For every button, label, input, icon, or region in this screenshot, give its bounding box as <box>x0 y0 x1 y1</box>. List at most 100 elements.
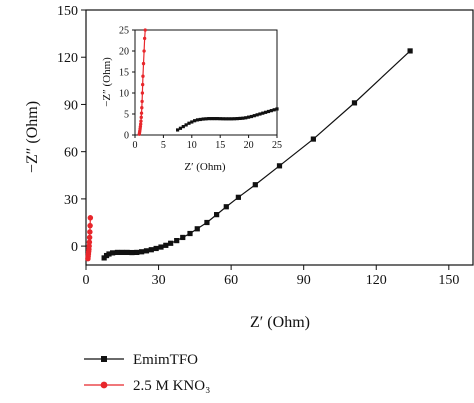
main-x-tick-label-5: 150 <box>438 273 459 288</box>
inset-point-emimtfo-10 <box>204 117 208 121</box>
inset-point-emimtfo-8 <box>198 117 202 122</box>
main-point-emimtfo-22 <box>223 204 229 210</box>
legend-label-kno3: 2.5 M KNO₃ <box>133 378 210 394</box>
inset-point-kno3-15 <box>142 49 146 53</box>
main-y-tick-label-4: 120 <box>57 51 78 66</box>
inset-x-tick-label-0: 0 <box>133 140 138 151</box>
main-point-emimtfo-9 <box>139 249 145 255</box>
main-point-emimtfo-5 <box>119 249 125 256</box>
main-point-emimtfo-19 <box>194 226 200 232</box>
legend-entry-emimtfo: EmimTFO <box>84 352 198 368</box>
main-point-emimtfo-24 <box>252 182 258 188</box>
main-point-kno3-10 <box>87 215 94 221</box>
inset-point-emimtfo-28 <box>255 113 259 117</box>
inset-point-emimtfo-11 <box>207 117 211 121</box>
legend-label-emimtfo: EmimTFO <box>133 352 198 368</box>
x-axis-label: Z′ (Ohm) <box>250 314 310 331</box>
main-point-emimtfo-17 <box>180 234 186 241</box>
main-point-kno3-6 <box>86 239 93 245</box>
inset-point-emimtfo-22 <box>238 116 242 121</box>
main-x-tick-label-4: 120 <box>366 273 387 288</box>
main-point-kno3-7 <box>86 234 93 241</box>
inset-point-emimtfo-20 <box>232 117 236 121</box>
main-point-emimtfo-3 <box>110 250 116 256</box>
inset-point-emimtfo-30 <box>261 111 265 115</box>
inset-point-emimtfo-29 <box>258 112 262 116</box>
main-y-tick-label-5: 150 <box>57 4 78 19</box>
inset-point-emimtfo-1 <box>178 126 183 130</box>
y-axis-label: −Z″ (Ohm) <box>24 101 41 173</box>
inset-point-emimtfo-25 <box>247 115 251 119</box>
inset-y-tick-label-3: 15 <box>119 68 129 79</box>
inset-point-emimtfo-14 <box>215 117 219 121</box>
inset-point-kno3-9 <box>140 106 144 110</box>
inset-point-emimtfo-35 <box>275 107 279 111</box>
inset-point-kno3-11 <box>140 91 145 95</box>
main-point-emimtfo-18 <box>187 230 193 237</box>
inset-x-tick-label-4: 20 <box>244 140 254 151</box>
inset-point-emimtfo-0 <box>176 128 180 132</box>
main-point-emimtfo-20 <box>204 219 210 226</box>
main-point-emimtfo-15 <box>168 240 174 246</box>
inset-point-emimtfo-21 <box>235 117 239 121</box>
main-point-kno3-5 <box>86 243 92 249</box>
inset-series-layer <box>137 28 279 136</box>
inset-y-tick-label-1: 5 <box>124 110 129 121</box>
inset-point-emimtfo-32 <box>266 109 271 114</box>
inset-y-tick-label-2: 10 <box>119 89 129 100</box>
inset-x-tick-label-5: 25 <box>272 140 282 151</box>
main-plot-frame <box>85 9 474 266</box>
main-point-emimtfo-2 <box>106 251 112 257</box>
main-point-emimtfo-6 <box>124 249 130 256</box>
inset-point-emimtfo-27 <box>252 114 256 118</box>
main-y-tick-label-3: 90 <box>64 98 78 113</box>
main-point-emimtfo-16 <box>174 238 180 244</box>
inset-point-kno3-14 <box>141 61 146 66</box>
main-point-emimtfo-21 <box>214 212 220 218</box>
inset-point-kno3-8 <box>139 111 144 115</box>
main-series-layer <box>85 48 413 262</box>
main-point-kno3-8 <box>87 229 93 235</box>
inset-point-emimtfo-31 <box>264 110 268 114</box>
legend-marker-emimtfo <box>101 356 107 362</box>
main-point-emimtfo-28 <box>407 48 413 54</box>
main-y-tick-label-0: 0 <box>71 240 78 255</box>
inset-point-emimtfo-23 <box>241 116 245 120</box>
inset-series-kno3 <box>137 28 147 136</box>
main-x-tick-label-3: 90 <box>297 273 311 288</box>
legend-marker-kno3 <box>100 381 108 389</box>
inset-point-emimtfo-33 <box>269 109 273 113</box>
main-point-emimtfo-27 <box>351 100 358 106</box>
inset-y-tick-label-5: 25 <box>119 26 129 37</box>
inset-axis-ticks: 0 5 10 15 20 25 0 5 10 15 20 25 <box>119 26 282 152</box>
inset-y-axis-label: −Z″ (Ohm) <box>101 57 113 107</box>
inset-point-kno3-12 <box>140 82 145 87</box>
inset-point-kno3-6 <box>139 119 143 123</box>
legend: EmimTFO 2.5 M KNO₃ <box>84 352 210 394</box>
main-point-emimtfo-26 <box>310 136 316 142</box>
inset-point-emimtfo-19 <box>229 117 234 121</box>
inset-point-kno3-10 <box>140 99 144 104</box>
inset-point-kno3-13 <box>141 74 145 78</box>
main-point-emimtfo-12 <box>153 245 159 252</box>
inset-point-kno3-17 <box>143 28 147 32</box>
inset-series-emimtfo <box>176 107 279 132</box>
inset-x-tick-label-3: 15 <box>215 140 225 151</box>
main-point-emimtfo-10 <box>143 248 150 254</box>
inset-point-emimtfo-15 <box>218 117 222 121</box>
inset-point-kno3-16 <box>142 36 147 41</box>
inset-point-kno3-5 <box>139 122 143 126</box>
main-point-emimtfo-8 <box>134 249 140 256</box>
inset-point-emimtfo-13 <box>212 117 217 121</box>
main-x-tick-label-0: 0 <box>83 273 90 288</box>
main-series-emimtfo <box>101 48 413 261</box>
inset-x-tick-label-2: 10 <box>187 140 197 151</box>
main-point-emimtfo-11 <box>148 247 154 253</box>
main-x-tick-label-2: 60 <box>224 273 238 288</box>
main-point-emimtfo-25 <box>276 163 283 169</box>
inset-point-emimtfo-3 <box>184 123 188 127</box>
inset-point-kno3-7 <box>139 115 143 120</box>
main-point-emimtfo-7 <box>129 249 135 256</box>
